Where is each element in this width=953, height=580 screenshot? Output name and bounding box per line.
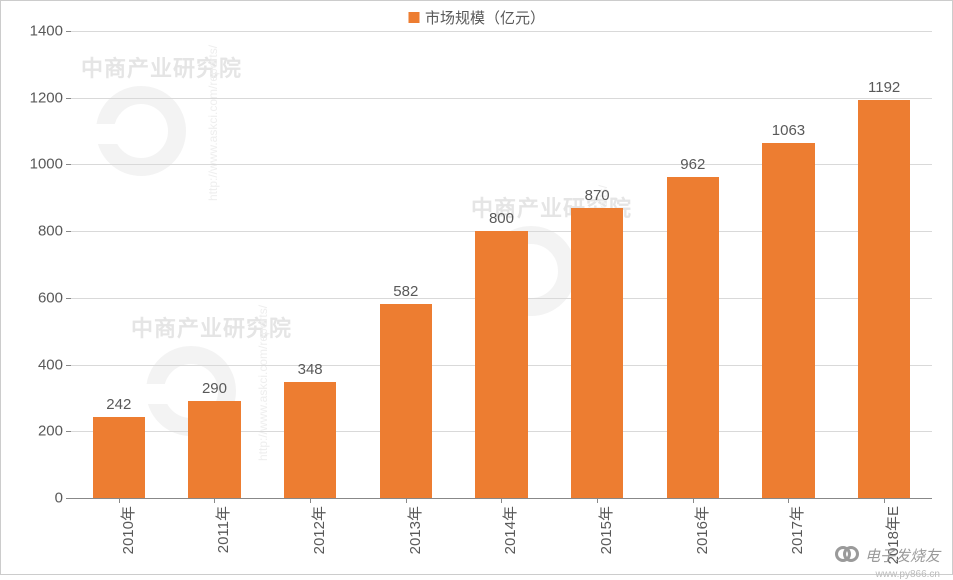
x-tick-label: 2013年: [404, 506, 425, 554]
bar: 870: [571, 208, 624, 498]
x-tick-label: 2015年: [595, 506, 616, 554]
bar: 348: [284, 382, 337, 498]
bar-slot: 2422010年: [71, 31, 167, 498]
x-tick-mark: [788, 498, 789, 503]
y-tick-label: 800: [38, 223, 71, 240]
bar-slot: 5822013年: [358, 31, 454, 498]
y-tick-label: 600: [38, 289, 71, 306]
source-attribution: 电子发烧友: [835, 545, 940, 566]
bar-value-label: 290: [202, 380, 227, 397]
bar-value-label: 348: [298, 361, 323, 378]
bar-value-label: 1192: [868, 79, 900, 96]
legend-swatch: [408, 12, 419, 23]
plot-area: 0200400600800100012001400 2422010年290201…: [71, 31, 932, 499]
bar-slot: 10632017年: [741, 31, 837, 498]
x-tick-mark: [119, 498, 120, 503]
bar-value-label: 1063: [772, 122, 805, 139]
source-logo-icon: [835, 546, 861, 566]
y-tick-label: 400: [38, 356, 71, 373]
y-tick-label: 1200: [30, 89, 71, 106]
x-tick-mark: [310, 498, 311, 503]
x-tick-mark: [693, 498, 694, 503]
bar: 800: [475, 231, 528, 498]
x-tick-mark: [501, 498, 502, 503]
bar-slot: 9622016年: [645, 31, 741, 498]
y-tick-label: 1400: [30, 23, 71, 40]
bars-layer: 2422010年2902011年3482012年5822013年8002014年…: [71, 31, 932, 498]
bar-value-label: 582: [393, 283, 418, 300]
bar: 962: [667, 177, 720, 498]
bar: 582: [380, 304, 433, 498]
bar-value-label: 242: [106, 396, 131, 413]
bar: 1063: [762, 143, 815, 498]
x-tick-label: 2014年: [499, 506, 520, 554]
bar-slot: 11922018年E: [836, 31, 932, 498]
bar-value-label: 870: [585, 187, 610, 204]
legend-label: 市场规模（亿元）: [425, 7, 545, 28]
bar: 290: [188, 401, 241, 498]
bar-slot: 2902011年: [167, 31, 263, 498]
bar-slot: 3482012年: [262, 31, 358, 498]
x-tick-mark: [214, 498, 215, 503]
x-tick-label: 2011年: [212, 506, 233, 553]
x-tick-mark: [884, 498, 885, 503]
bar: 242: [93, 417, 146, 498]
bar-value-label: 800: [489, 210, 514, 227]
x-tick-label: 2012年: [308, 506, 329, 554]
legend: 市场规模（亿元）: [408, 7, 545, 28]
bar-value-label: 962: [680, 156, 705, 173]
chart-container: 中商产业研究院中商产业研究院中商产业研究院http://www.askci.co…: [0, 0, 953, 575]
x-tick-label: 2017年: [786, 506, 807, 554]
x-tick-label: 2010年: [117, 506, 138, 554]
bar-slot: 8702015年: [549, 31, 645, 498]
bar-slot: 8002014年: [454, 31, 550, 498]
x-tick-mark: [597, 498, 598, 503]
bar: 1192: [858, 100, 911, 498]
x-tick-mark: [406, 498, 407, 503]
source-label: 电子发烧友: [865, 545, 940, 566]
x-tick-label: 2016年: [691, 506, 712, 554]
y-tick-label: 1000: [30, 156, 71, 173]
y-tick-label: 200: [38, 423, 71, 440]
y-tick-label: 0: [55, 490, 71, 507]
